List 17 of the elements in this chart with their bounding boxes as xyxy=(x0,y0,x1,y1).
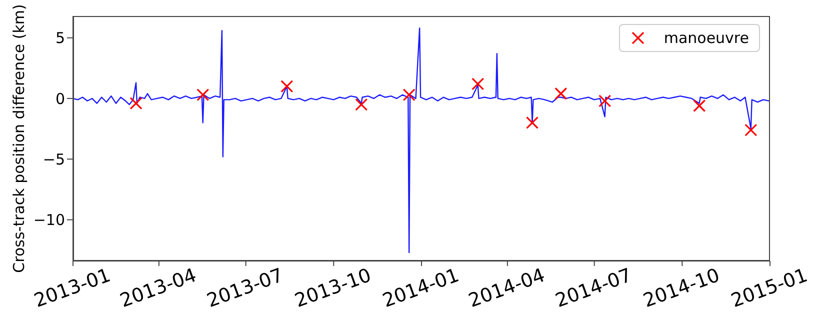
point xyxy=(554,87,568,100)
y-tick-label: −10 xyxy=(33,211,65,230)
point xyxy=(744,124,758,136)
point xyxy=(693,99,706,112)
legend-label: manoeuvre xyxy=(664,29,749,47)
y-tick-label: 5 xyxy=(55,29,65,48)
point xyxy=(402,88,416,102)
point xyxy=(355,98,368,111)
point xyxy=(130,97,142,110)
point xyxy=(526,116,539,130)
point xyxy=(280,80,294,93)
point xyxy=(472,78,484,90)
point xyxy=(196,88,210,102)
point xyxy=(598,94,612,108)
y-tick-label: −5 xyxy=(42,150,65,168)
y-axis-title: Cross-track position difference (km) xyxy=(10,4,28,273)
y-tick-label: 0 xyxy=(55,90,65,108)
